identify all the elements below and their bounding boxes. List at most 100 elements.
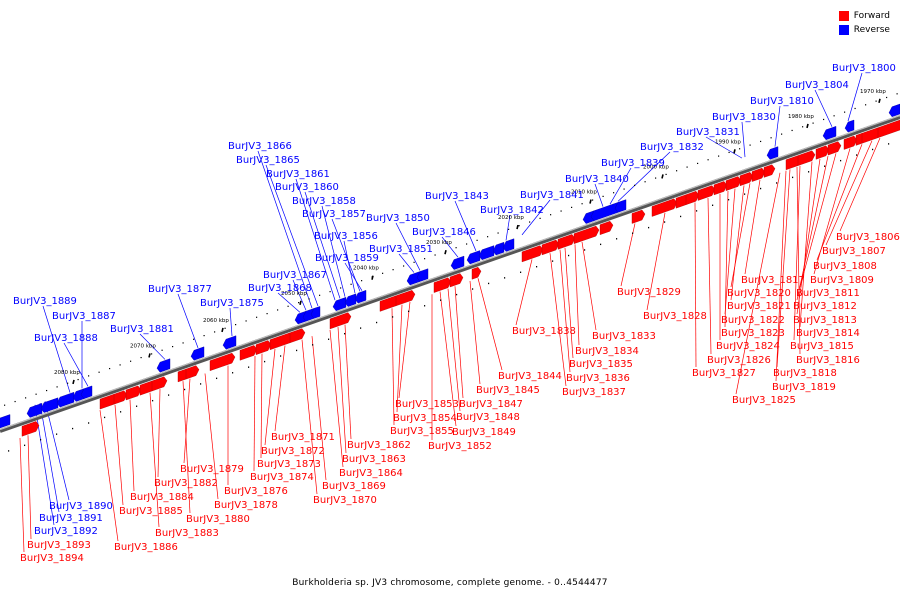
gene-label[interactable]: BurJV3_1874 <box>250 472 314 483</box>
gene-label[interactable]: BurJV3_1814 <box>796 328 860 339</box>
reverse-gene-block[interactable] <box>450 255 465 270</box>
gene-label[interactable]: BurJV3_1886 <box>114 542 178 553</box>
forward-gene-block[interactable] <box>697 185 716 201</box>
gene-label[interactable]: BurJV3_1816 <box>796 355 860 366</box>
forward-gene-block[interactable] <box>255 340 272 355</box>
gene-label[interactable]: BurJV3_1868 <box>248 283 312 294</box>
forward-gene-block[interactable] <box>877 119 900 138</box>
gene-label[interactable]: BurJV3_1891 <box>39 513 103 524</box>
gene-label[interactable]: BurJV3_1879 <box>180 464 244 475</box>
gene-label[interactable]: BurJV3_1847 <box>459 399 523 410</box>
forward-gene-block[interactable] <box>725 176 742 191</box>
gene-label[interactable]: BurJV3_1844 <box>498 371 562 382</box>
forward-gene-block[interactable] <box>739 172 754 187</box>
gene-label[interactable]: BurJV3_1804 <box>785 80 849 91</box>
gene-label[interactable]: BurJV3_1884 <box>130 492 194 503</box>
forward-gene-block[interactable] <box>843 135 858 150</box>
gene-label[interactable]: BurJV3_1885 <box>119 506 183 517</box>
forward-gene-block[interactable] <box>751 167 766 182</box>
gene-label[interactable]: BurJV3_1823 <box>721 328 785 339</box>
gene-label[interactable]: BurJV3_1818 <box>773 368 837 379</box>
reverse-gene-block[interactable] <box>156 358 171 373</box>
gene-label[interactable]: BurJV3_1851 <box>369 244 433 255</box>
gene-label[interactable]: BurJV3_1841 <box>520 190 584 201</box>
forward-gene-block[interactable] <box>713 181 728 196</box>
gene-label[interactable]: BurJV3_1873 <box>257 459 321 470</box>
gene-label[interactable]: BurJV3_1865 <box>236 155 300 166</box>
gene-label[interactable]: BurJV3_1822 <box>721 315 785 326</box>
reverse-gene-block[interactable] <box>766 146 779 160</box>
gene-label[interactable]: BurJV3_1888 <box>34 333 98 344</box>
gene-label[interactable]: BurJV3_1883 <box>155 528 219 539</box>
gene-label[interactable]: BurJV3_1843 <box>425 191 489 202</box>
gene-label[interactable]: BurJV3_1853 <box>395 399 459 410</box>
gene-label[interactable]: BurJV3_1880 <box>186 514 250 525</box>
reverse-gene-block[interactable] <box>478 245 495 261</box>
gene-label[interactable]: BurJV3_1862 <box>347 440 411 451</box>
gene-label[interactable]: BurJV3_1835 <box>569 359 633 370</box>
forward-gene-block[interactable] <box>239 345 258 361</box>
gene-label[interactable]: BurJV3_1808 <box>813 261 877 272</box>
gene-label[interactable]: BurJV3_1807 <box>822 246 886 257</box>
gene-label[interactable]: BurJV3_1855 <box>390 426 454 437</box>
gene-label[interactable]: BurJV3_1858 <box>292 196 356 207</box>
gene-label[interactable]: BurJV3_1819 <box>772 382 836 393</box>
reverse-gene-block[interactable] <box>310 306 321 319</box>
gene-label[interactable]: BurJV3_1829 <box>617 287 681 298</box>
gene-label[interactable]: BurJV3_1826 <box>707 355 771 366</box>
forward-gene-block[interactable] <box>21 421 40 437</box>
reverse-gene-block[interactable] <box>614 199 627 213</box>
gene-label[interactable]: BurJV3_1854 <box>393 413 457 424</box>
gene-label[interactable]: BurJV3_1869 <box>322 481 386 492</box>
gene-label[interactable]: BurJV3_1889 <box>13 296 77 307</box>
reverse-gene-block[interactable] <box>26 403 43 418</box>
reverse-gene-block[interactable] <box>80 385 93 399</box>
forward-gene-block[interactable] <box>521 245 544 263</box>
gene-label[interactable]: BurJV3_1860 <box>275 182 339 193</box>
gene-label[interactable]: BurJV3_1864 <box>339 468 403 479</box>
gene-label[interactable]: BurJV3_1809 <box>810 275 874 286</box>
forward-gene-block[interactable] <box>289 328 306 344</box>
gene-label[interactable]: BurJV3_1852 <box>428 441 492 452</box>
gene-label[interactable]: BurJV3_1849 <box>452 427 516 438</box>
gene-label[interactable]: BurJV3_1827 <box>692 368 756 379</box>
gene-label[interactable]: BurJV3_1887 <box>52 311 116 322</box>
gene-label[interactable]: BurJV3_1837 <box>562 387 626 398</box>
gene-label[interactable]: BurJV3_1881 <box>110 324 174 335</box>
forward-gene-block[interactable] <box>763 164 776 178</box>
gene-label[interactable]: BurJV3_1861 <box>266 169 330 180</box>
gene-label[interactable]: BurJV3_1839 <box>601 158 665 169</box>
gene-label[interactable]: BurJV3_1845 <box>476 385 540 396</box>
forward-gene-block[interactable] <box>329 312 352 330</box>
gene-label[interactable]: BurJV3_1846 <box>412 227 476 238</box>
forward-gene-block[interactable] <box>599 220 614 235</box>
gene-label[interactable]: BurJV3_1842 <box>480 205 544 216</box>
reverse-gene-block[interactable] <box>190 346 205 361</box>
gene-label[interactable]: BurJV3_1811 <box>796 288 860 299</box>
reverse-gene-block[interactable] <box>466 250 481 265</box>
gene-label[interactable]: BurJV3_1866 <box>228 141 292 152</box>
gene-label[interactable]: BurJV3_1857 <box>302 209 366 220</box>
gene-label[interactable]: BurJV3_1892 <box>34 526 98 537</box>
forward-gene-block[interactable] <box>573 225 600 244</box>
gene-label[interactable]: BurJV3_1800 <box>832 63 896 74</box>
reverse-gene-block[interactable] <box>332 297 347 312</box>
forward-gene-block[interactable] <box>209 352 236 371</box>
reverse-gene-block[interactable] <box>822 126 837 141</box>
gene-label[interactable]: BurJV3_1815 <box>790 341 854 352</box>
forward-gene-block[interactable] <box>185 365 200 380</box>
forward-gene-block[interactable] <box>541 239 560 256</box>
gene-label[interactable]: BurJV3_1806 <box>836 232 900 243</box>
gene-label[interactable]: BurJV3_1872 <box>261 446 325 457</box>
reverse-gene-block[interactable] <box>416 268 429 282</box>
gene-label[interactable]: BurJV3_1812 <box>793 301 857 312</box>
forward-gene-block[interactable] <box>449 273 464 288</box>
gene-label[interactable]: BurJV3_1824 <box>716 341 780 352</box>
reverse-gene-block[interactable] <box>222 335 237 350</box>
gene-label[interactable]: BurJV3_1875 <box>200 298 264 309</box>
reverse-gene-block[interactable] <box>502 238 515 252</box>
gene-label[interactable]: BurJV3_1817 <box>741 275 805 286</box>
forward-gene-block[interactable] <box>433 277 452 293</box>
gene-label[interactable]: BurJV3_1882 <box>154 478 218 489</box>
gene-label[interactable]: BurJV3_1859 <box>315 253 379 264</box>
